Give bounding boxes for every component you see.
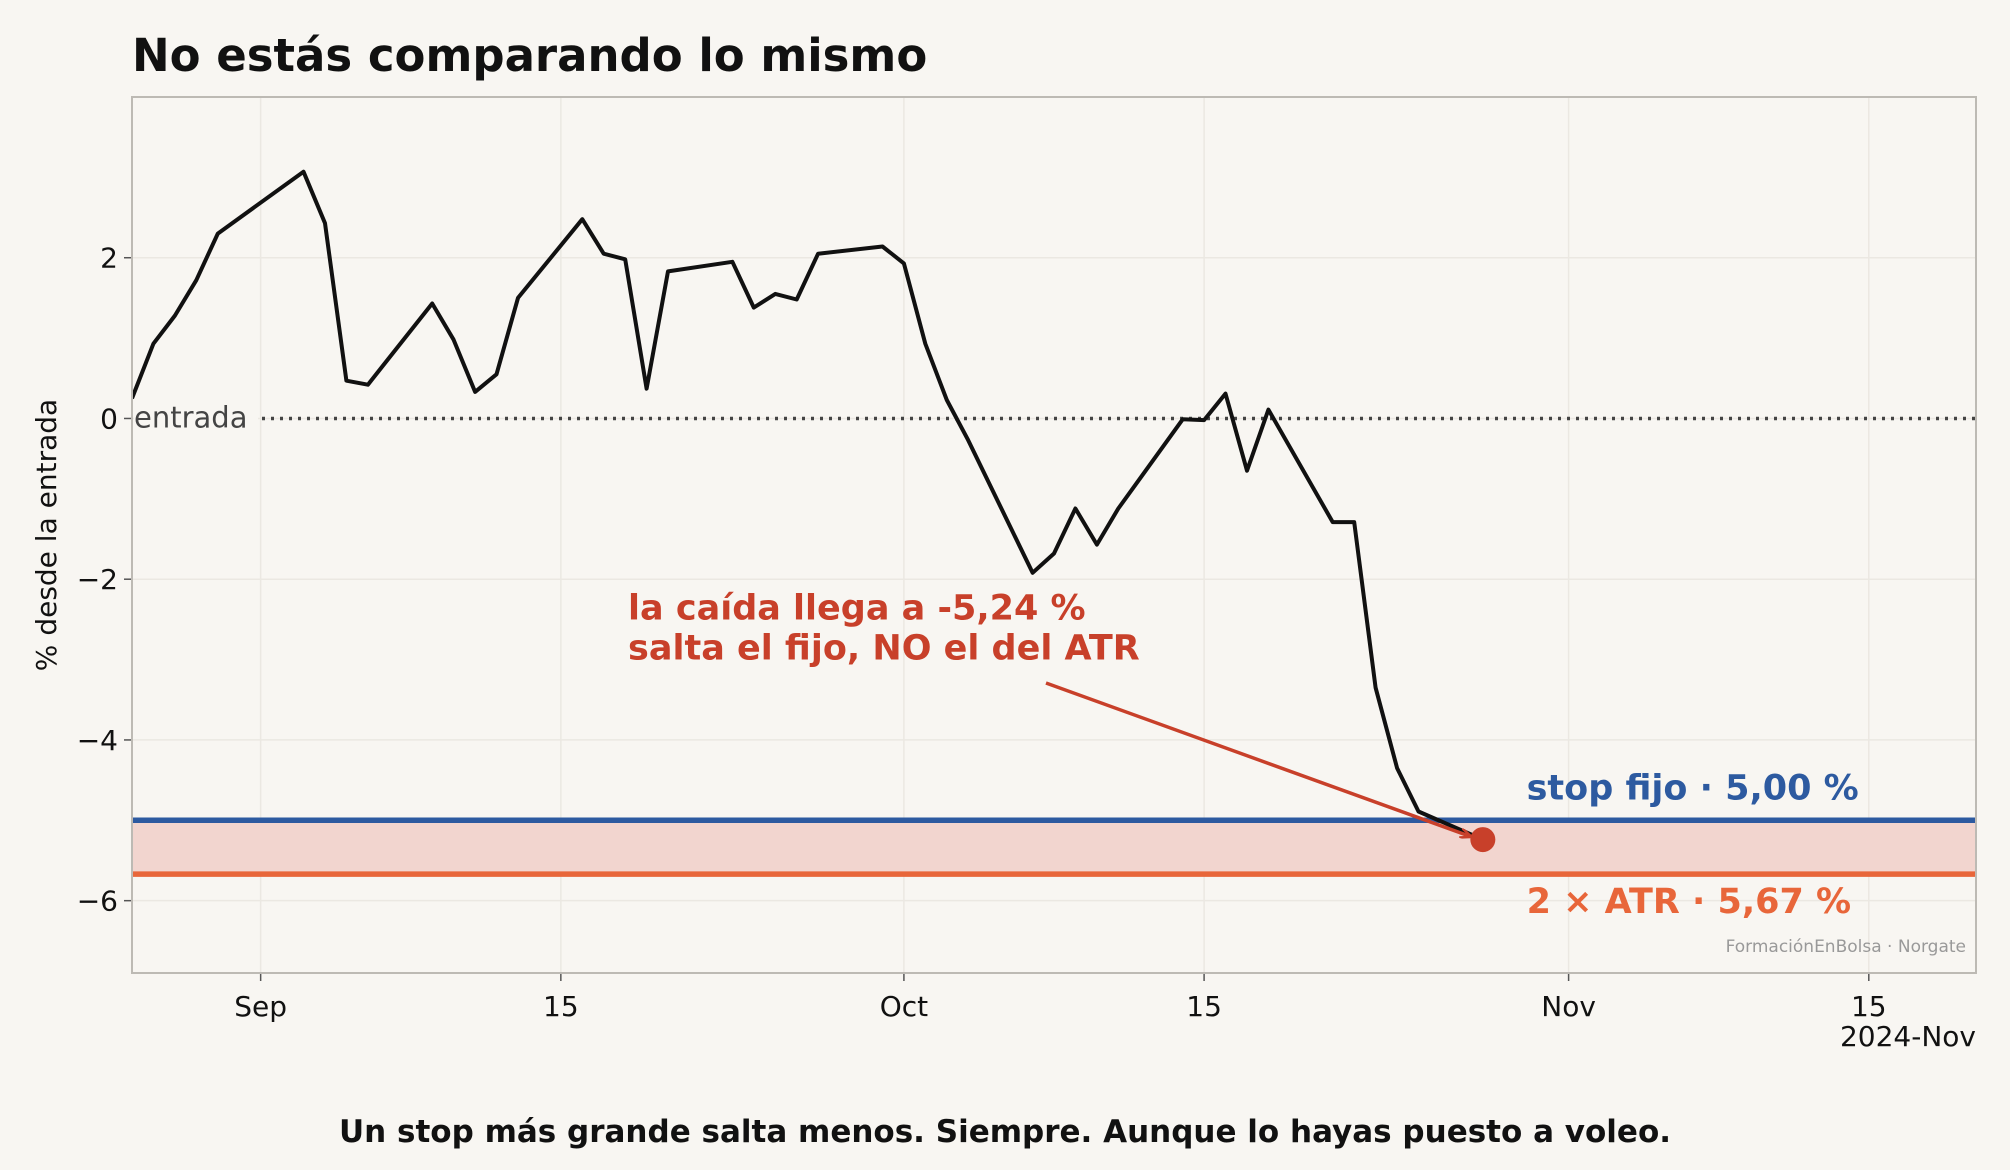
x-tick-label: Sep: [234, 990, 287, 1023]
entry-label: entrada: [134, 400, 247, 434]
annotation-arrow: [1045, 681, 1471, 837]
x-tick-label: 15: [1851, 990, 1887, 1023]
axes: 2 0 −2 −4 −6 Sep 15 Oct 15 Nov 15: [77, 242, 1887, 1023]
stop-band: [132, 820, 1976, 875]
series-group: [132, 169, 1484, 842]
chart-caption: Un stop más grande salta menos. Siempre.…: [339, 1114, 1671, 1150]
y-tick-label: 2: [100, 242, 118, 275]
price-line: [132, 169, 1484, 842]
annotation-layer: stop fijo · 5,00 % 2 × ATR · 5,67 % la caí…: [628, 588, 1859, 922]
series-layer: [132, 169, 1484, 842]
stop-band-layer: entrada: [132, 394, 1976, 877]
annotation-line-1: la caída llega a -5,24 %: [628, 588, 1086, 628]
y-tick-label: −4: [77, 724, 118, 757]
x-offset-label: 2024-Nov: [1840, 1020, 1976, 1053]
x-tick-label: Oct: [880, 990, 928, 1023]
fixed-stop-label: stop fijo · 5,00 %: [1527, 768, 1859, 808]
plot-frame: [131, 96, 1977, 974]
y-tick-label: 0: [100, 402, 118, 435]
x-tick-label: 15: [543, 990, 579, 1023]
y-axis-label: % desde la entrada: [30, 399, 63, 671]
drawdown-marker: [1470, 827, 1496, 853]
x-tick-label: 15: [1186, 990, 1222, 1023]
chart-title: No estás comparando lo mismo: [132, 29, 927, 82]
x-tick-label: Nov: [1541, 990, 1596, 1023]
y-tick-label: −2: [77, 563, 118, 596]
credit: FormaciónEnBolsa · Norgate: [1726, 937, 1966, 957]
y-tick-label: −6: [77, 885, 118, 918]
annotation-line-2: salta el fijo, NO el del ATR: [628, 628, 1140, 668]
entry-label-background: [134, 394, 258, 439]
atr-stop-label: 2 × ATR · 5,67 %: [1527, 882, 1852, 922]
